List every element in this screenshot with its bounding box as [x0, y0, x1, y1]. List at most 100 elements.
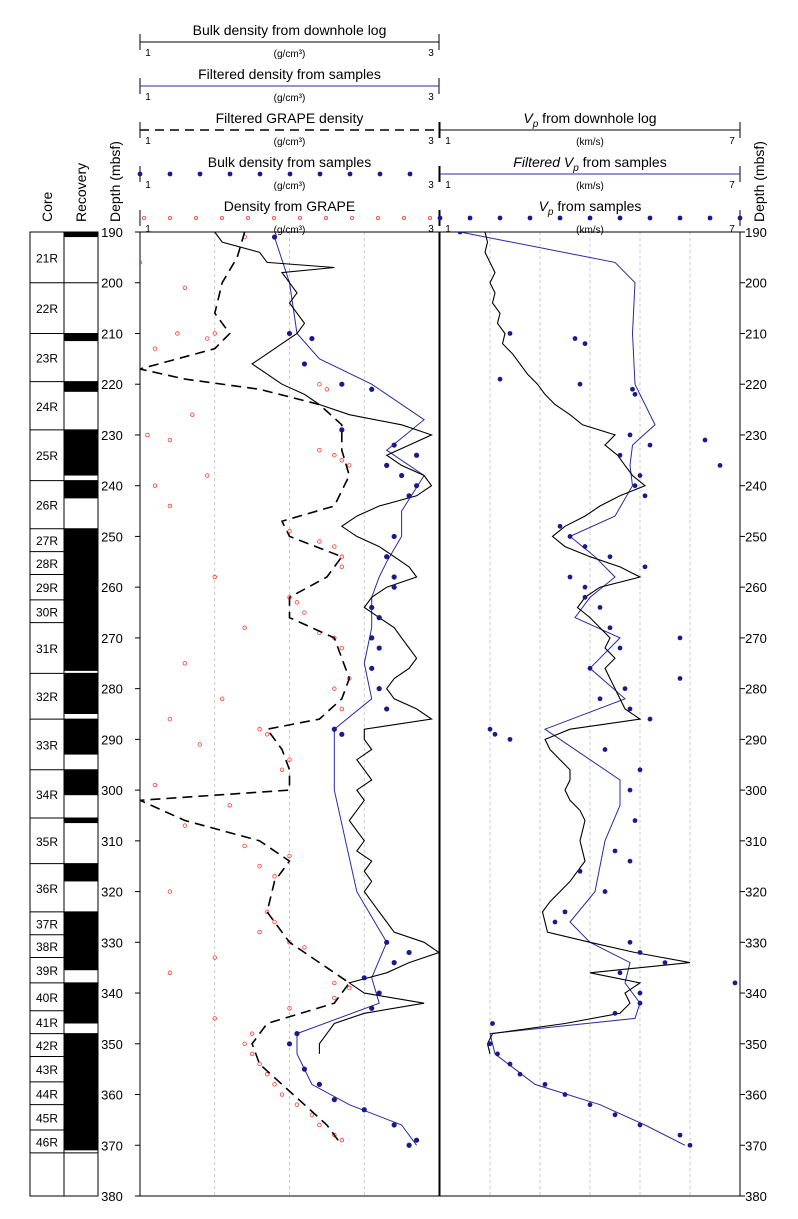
bulk-density-sample-point [391, 574, 397, 580]
recovery-bar [64, 863, 98, 882]
bulk-density-sample-point [316, 1081, 322, 1087]
vp-sample-point [557, 523, 563, 529]
vp-sample-point [627, 432, 633, 438]
grape-density-point [242, 1041, 247, 1046]
density-legend-circle [167, 215, 172, 220]
density-legend-max: 3 [428, 92, 434, 103]
core-columns: 21R 22R 23R 24R 25R 26R 27R 28R 29R 30R 31R 32R 33R 3… [29, 141, 767, 1197]
grape-density-point [317, 447, 322, 453]
vp-legend-title: Vp from downhole log [523, 110, 656, 130]
bulk-density-sample-point [391, 442, 397, 448]
vp-sample-point [577, 381, 583, 387]
vp-sample-point [677, 635, 683, 641]
vp-sample-point [677, 676, 683, 681]
core-label: 26R [36, 499, 58, 513]
core-column-title: Core [39, 191, 55, 222]
grape-density-point [257, 727, 262, 732]
depth-tick-label-right: 290 [745, 732, 767, 747]
grape-density-point [339, 458, 345, 463]
grape-density-point [264, 909, 270, 915]
density-legend-dot [227, 171, 233, 177]
vp-sample-point [637, 990, 643, 996]
grape-density-point [182, 661, 188, 666]
core-label: 21R [36, 251, 58, 265]
vp-sample-point [637, 473, 643, 478]
grape-density-point [205, 336, 210, 341]
grape-density-point [167, 716, 173, 722]
vp-sample-point [627, 939, 633, 945]
bulk-density-sample-point [339, 381, 345, 387]
recovery-bar [64, 1130, 98, 1151]
grape-density-point [317, 382, 322, 387]
depth-tick-label-left: 320 [101, 885, 123, 900]
density-legend-dot [257, 171, 263, 177]
recovery-bar [64, 232, 98, 238]
vp-series [457, 232, 738, 1148]
vp-legend-title: Filtered Vp from samples [513, 154, 666, 174]
legend-title-part: Filtered V [513, 154, 575, 170]
bulk-density-sample-point [384, 939, 390, 945]
grape-density-point [249, 1051, 255, 1057]
vp-legend-unit: (km/s) [576, 137, 604, 148]
grape-density-point [212, 1016, 217, 1021]
depth-tick-label-left: 360 [101, 1088, 123, 1103]
density-legend-unit: (g/cm³) [274, 49, 306, 60]
grape-density-point [347, 985, 352, 991]
grape-density-point [227, 803, 232, 808]
vp-sample-point [562, 1092, 568, 1097]
vp-sample-point [687, 1142, 693, 1148]
legend-title-subscript: p [572, 163, 579, 174]
density-legend-circle [323, 215, 328, 220]
core-label: 25R [36, 449, 58, 463]
depth-tick-label-right: 320 [745, 885, 767, 900]
grape-density-point [220, 696, 225, 701]
bulk-density-sample-point [294, 1031, 300, 1037]
vp-sample-point [612, 1112, 618, 1118]
recovery-bar [64, 1104, 98, 1131]
vp-legend-dot [617, 215, 623, 221]
depth-tick-label-left: 310 [101, 834, 123, 849]
depth-tick-label-left: 210 [101, 326, 123, 341]
grape-density-point [294, 1102, 300, 1107]
vp-sample-point [602, 747, 608, 752]
vp-sample-point [612, 1010, 618, 1016]
vp-sample-point [492, 731, 498, 737]
vp-sample-point [567, 534, 573, 539]
grape-density-point [339, 645, 345, 651]
depth-tick-label-left: 340 [101, 986, 123, 1001]
bulk-density-sample-point [369, 386, 375, 392]
vp-sample-point [702, 437, 708, 443]
bulk-density-sample-point [399, 472, 405, 479]
vp-sample-point [577, 868, 583, 874]
depth-axis-title-right: Depth (mbsf) [751, 141, 767, 222]
core-label: 27R [36, 534, 58, 548]
depth-tick-label-left: 240 [101, 479, 123, 494]
vp-sample-point [647, 442, 653, 448]
density-legend-circle [297, 215, 302, 220]
legend-title-part: from samples [553, 198, 641, 214]
vp-sample-point [637, 1000, 643, 1006]
core-label: 39R [36, 964, 58, 978]
vp-sample-point [582, 594, 588, 600]
bulk-density-sample-point [391, 584, 397, 590]
grape-density-point [152, 782, 158, 788]
vp-sample-point [617, 970, 623, 976]
depth-tick-label-right: 260 [745, 580, 767, 595]
density-legend-max: 3 [428, 48, 434, 59]
plot-area: 190 190 200 200 210 210 220 220 230 230 240 240 250 2… [101, 225, 767, 1204]
vp-sample-point [642, 564, 648, 570]
vp-sample-point [632, 391, 638, 397]
vp-sample-point [647, 716, 653, 722]
vp-legend-dot [467, 215, 473, 221]
density-legend-circle [427, 215, 432, 220]
bulk-density-sample-point [331, 726, 337, 732]
core-label: 28R [36, 557, 58, 571]
recovery-bar [64, 1010, 98, 1024]
vp-sample-point [582, 341, 588, 347]
recovery-bar [64, 818, 98, 824]
depth-tick-label-left: 260 [101, 580, 123, 595]
vp-sample-point [717, 462, 723, 468]
grape-density-point [257, 864, 262, 869]
depth-tick-label-right: 230 [745, 428, 767, 443]
